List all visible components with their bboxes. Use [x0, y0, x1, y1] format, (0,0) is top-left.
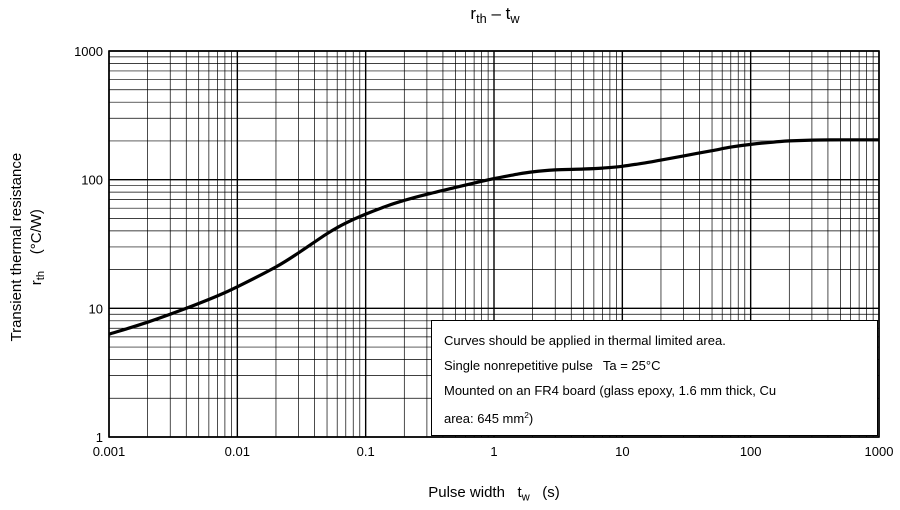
annotation-line-3: Mounted on an FR4 board (glass epoxy, 1.… [444, 383, 777, 398]
annotation-line-2: Single nonrepetitive pulse Ta = 25°C [444, 358, 661, 373]
x-tick-label: 0.001 [93, 444, 126, 459]
y-tick-labels: 1 10 100 1000 [74, 44, 103, 445]
y-axis-label: Transient thermal resistance rth (°C/W) [6, 95, 56, 395]
annotation-line-4: area: 645 mm2) [444, 410, 534, 427]
y-axis-label-line1: Transient thermal resistance [7, 152, 25, 342]
conditions-annotation-box: Curves should be applied in thermal limi… [431, 320, 878, 436]
x-tick-labels: 0.001 0.01 0.1 1 10 100 1000 [93, 444, 894, 459]
y-axis-label-line2: rth (°C/W) [27, 209, 48, 286]
x-tick-label: 0.1 [357, 444, 375, 459]
x-tick-label: 0.01 [225, 444, 250, 459]
x-tick-label: 1 [490, 444, 497, 459]
plot-area-frame [108, 50, 880, 438]
annotation-line-1: Curves should be applied in thermal limi… [444, 333, 726, 348]
chart-title: rth – tw [470, 4, 520, 26]
y-tick-label: 10 [89, 301, 103, 316]
x-tick-label: 10 [615, 444, 629, 459]
series-line-rth [108, 138, 879, 336]
x-tick-label: 100 [740, 444, 762, 459]
x-tick-label: 1000 [865, 444, 894, 459]
y-tick-label: 1 [96, 430, 103, 445]
x-axis-label: Pulse width tw (s) [428, 484, 560, 504]
y-tick-label: 1000 [74, 44, 103, 59]
y-tick-label: 100 [81, 173, 103, 188]
